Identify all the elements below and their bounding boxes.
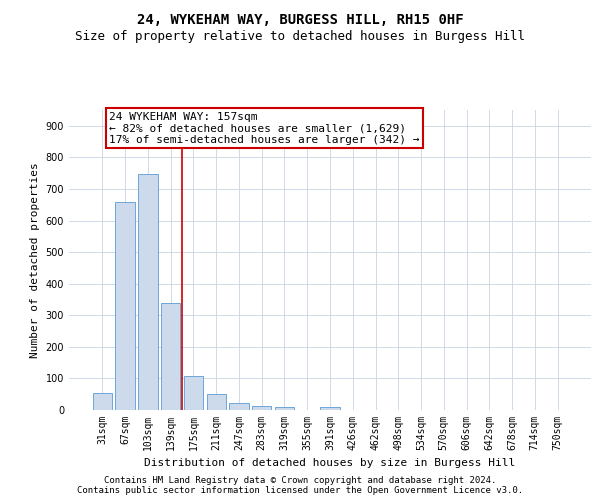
Text: Contains public sector information licensed under the Open Government Licence v3: Contains public sector information licen… — [77, 486, 523, 495]
Y-axis label: Number of detached properties: Number of detached properties — [30, 162, 40, 358]
Bar — [184, 376, 203, 410]
Bar — [252, 406, 271, 410]
Bar — [320, 408, 340, 410]
Text: Contains HM Land Registry data © Crown copyright and database right 2024.: Contains HM Land Registry data © Crown c… — [104, 476, 496, 485]
Bar — [206, 394, 226, 410]
Bar — [93, 392, 112, 410]
Text: Size of property relative to detached houses in Burgess Hill: Size of property relative to detached ho… — [75, 30, 525, 43]
Text: 24, WYKEHAM WAY, BURGESS HILL, RH15 0HF: 24, WYKEHAM WAY, BURGESS HILL, RH15 0HF — [137, 12, 463, 26]
Bar — [229, 403, 248, 410]
Bar — [138, 174, 158, 410]
Bar — [275, 407, 294, 410]
Text: 24 WYKEHAM WAY: 157sqm
← 82% of detached houses are smaller (1,629)
17% of semi-: 24 WYKEHAM WAY: 157sqm ← 82% of detached… — [109, 112, 420, 145]
Bar — [161, 304, 181, 410]
X-axis label: Distribution of detached houses by size in Burgess Hill: Distribution of detached houses by size … — [145, 458, 515, 468]
Bar — [115, 202, 135, 410]
